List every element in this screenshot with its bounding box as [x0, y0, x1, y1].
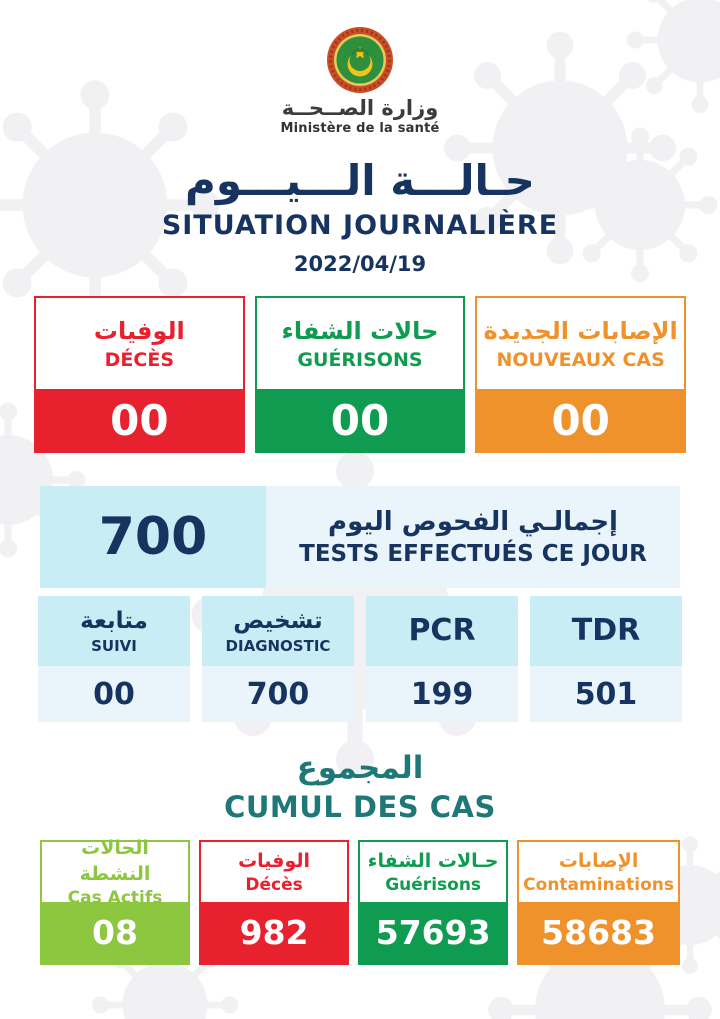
ministry-name-french: Ministère de la santé [280, 121, 440, 136]
tdr-cell-header: TDR [530, 596, 682, 666]
contaminations-value: 58683 [519, 902, 678, 963]
tests-breakdown-row: متابعة SUIVI 00 تشخيص DIAGNOSTIC 700 PCR… [38, 596, 682, 722]
cumul-title-arabic: المجموع [296, 750, 424, 786]
nouveaux-cas-label-french: NOUVEAUX CAS [496, 348, 665, 371]
pcr-cell-header: PCR [366, 596, 518, 666]
cumul-deces-card: الوفيات Décès 982 [199, 840, 350, 965]
cas-actifs-label-french: Cas Actifs [67, 887, 163, 908]
tests-total-value: 700 [40, 486, 266, 588]
diagnostic-value: 700 [202, 666, 354, 722]
diagnostic-label-french: DIAGNOSTIC [225, 637, 331, 655]
diagnostic-cell-header: تشخيص DIAGNOSTIC [202, 596, 354, 666]
cumul-heading: المجموع CUMUL DES CAS [0, 748, 720, 824]
cumul-deces-value: 982 [201, 902, 348, 963]
nouveaux-cas-card-header: الإصابات الجديدة NOUVEAUX CAS [477, 298, 684, 389]
suivi-cell-header: متابعة SUIVI [38, 596, 190, 666]
suivi-value: 00 [38, 666, 190, 722]
guerisons-card-header: حالات الشفاء GUÉRISONS [257, 298, 464, 389]
guerisons-value: 00 [256, 389, 464, 451]
suivi-cell: متابعة SUIVI 00 [38, 596, 190, 722]
cumul-guerisons-card-header: حـالات الشفاء Guérisons [360, 842, 506, 902]
cas-actifs-card: الحالات النشطة Cas Actifs 08 [40, 837, 191, 965]
cumul-deces-card-header: الوفيات Décès [201, 842, 347, 902]
suivi-label-french: SUIVI [91, 637, 137, 655]
tests-total-bar: 700 إجمالـي الفحوص اليوم TESTS EFFECTUÉS… [40, 486, 680, 588]
contaminations-card-header: الإصابات Contaminations [519, 842, 678, 902]
contaminations-card: الإصابات Contaminations 58683 [517, 840, 680, 965]
nouveaux-cas-card: الإصابات الجديدة NOUVEAUX CAS 00 [475, 296, 686, 453]
report-date: 2022/04/19 [293, 252, 427, 276]
ministry-seal-logo [327, 27, 393, 93]
cumul-title-french: CUMUL DES CAS [224, 790, 496, 824]
diagnostic-label-arabic: تشخيص [233, 608, 323, 634]
nouveaux-cas-label-arabic: الإصابات الجديدة [483, 316, 678, 345]
cas-actifs-card-header: الحالات النشطة Cas Actifs [42, 837, 188, 908]
cumul-stats-row: الحالات النشطة Cas Actifs 08 الوفيات Déc… [40, 837, 680, 965]
tdr-cell: TDR 501 [530, 596, 682, 722]
header: وزارة الصــحــة Ministère de la santé [0, 0, 720, 136]
tests-label-french: TESTS EFFECTUÉS CE JOUR [299, 541, 647, 567]
deces-card-header: الوفيات DÉCÈS [36, 298, 243, 389]
deces-label-arabic: الوفيات [93, 316, 185, 345]
cas-actifs-label-arabic: الحالات النشطة [79, 836, 151, 885]
guerisons-card: حالات الشفاء GUÉRISONS 00 [254, 296, 466, 453]
tdr-label: TDR [571, 613, 641, 648]
cumul-guerisons-value: 57693 [360, 902, 507, 963]
cumul-guerisons-label-arabic: حـالات الشفاء [367, 849, 499, 872]
deces-card: الوفيات DÉCÈS 00 [34, 296, 245, 453]
pcr-label: PCR [408, 613, 476, 648]
pcr-value: 199 [366, 666, 518, 722]
cas-actifs-value: 08 [42, 902, 189, 963]
tests-label-arabic: إجمالـي الفحوص اليوم [328, 507, 618, 537]
guerisons-label-french: GUÉRISONS [297, 348, 423, 371]
page-title-french: SITUATION JOURNALIÈRE [161, 210, 559, 241]
deces-value: 00 [36, 389, 243, 451]
diagnostic-cell: تشخيص DIAGNOSTIC 700 [202, 596, 354, 722]
guerisons-label-arabic: حالات الشفاء [281, 316, 439, 345]
deces-label-french: DÉCÈS [104, 348, 174, 371]
pcr-cell: PCR 199 [366, 596, 518, 722]
daily-stats-row: الوفيات DÉCÈS 00 حالات الشفاء GUÉRISONS … [34, 296, 686, 453]
ministry-name-arabic: وزارة الصــحــة [281, 96, 439, 120]
suivi-label-arabic: متابعة [80, 608, 148, 634]
nouveaux-cas-value: 00 [477, 389, 684, 451]
tdr-value: 501 [530, 666, 682, 722]
cumul-deces-label-arabic: الوفيات [238, 849, 311, 872]
contaminations-label-arabic: الإصابات [558, 849, 639, 872]
contaminations-label-french: Contaminations [523, 874, 674, 895]
cumul-guerisons-label-french: Guérisons [385, 874, 482, 895]
title-block: حـالـــة الـــيـــوم SITUATION JOURNALIÈ… [0, 156, 720, 276]
tests-total-labels: إجمالـي الفحوص اليوم TESTS EFFECTUÉS CE … [266, 486, 680, 588]
cumul-guerisons-card: حـالات الشفاء Guérisons 57693 [358, 840, 509, 965]
cumul-deces-label-french: Décès [245, 874, 303, 895]
page-title-arabic: حـالـــة الـــيـــوم [185, 156, 535, 205]
